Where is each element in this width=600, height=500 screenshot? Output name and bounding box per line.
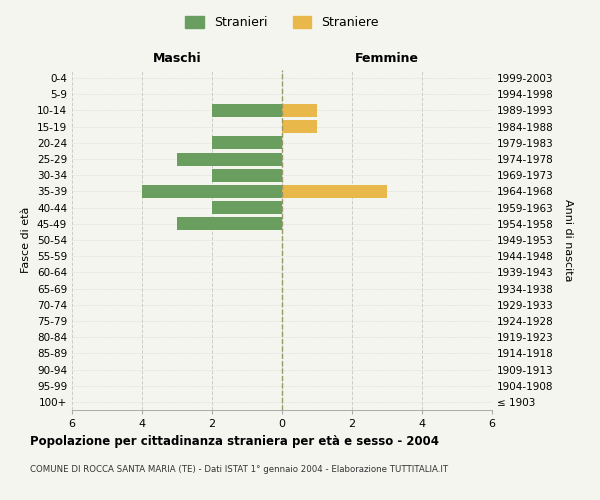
Legend: Stranieri, Straniere: Stranieri, Straniere	[180, 11, 384, 34]
Y-axis label: Anni di nascita: Anni di nascita	[563, 198, 573, 281]
Bar	[212, 201, 282, 214]
Bar	[282, 185, 387, 198]
Y-axis label: Fasce di età: Fasce di età	[22, 207, 31, 273]
Bar	[212, 104, 282, 117]
Bar	[212, 169, 282, 181]
Text: Popolazione per cittadinanza straniera per età e sesso - 2004: Popolazione per cittadinanza straniera p…	[30, 435, 439, 448]
Bar	[177, 152, 282, 166]
Bar	[212, 136, 282, 149]
Bar	[177, 218, 282, 230]
Bar	[142, 185, 282, 198]
Bar	[282, 120, 317, 133]
Text: COMUNE DI ROCCA SANTA MARIA (TE) - Dati ISTAT 1° gennaio 2004 - Elaborazione TUT: COMUNE DI ROCCA SANTA MARIA (TE) - Dati …	[30, 465, 448, 474]
Bar	[282, 104, 317, 117]
